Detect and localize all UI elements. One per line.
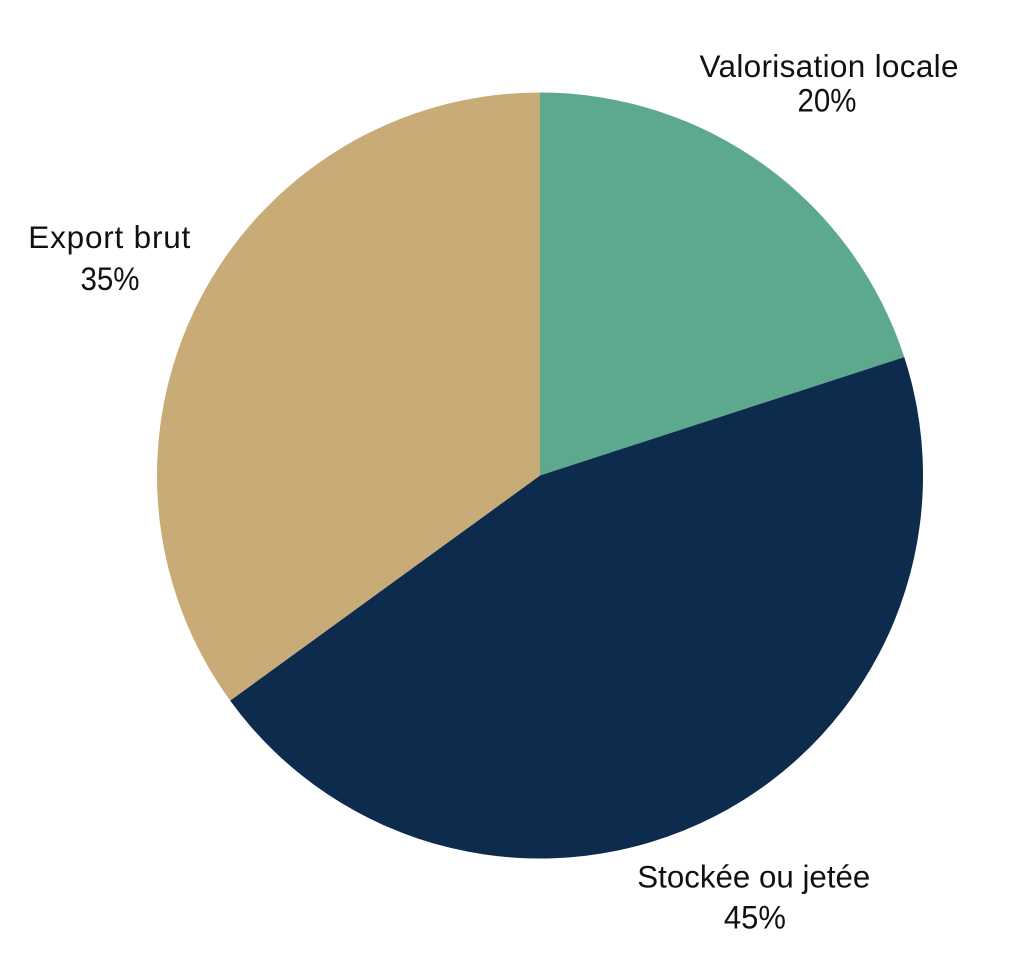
svg-text:Stockée ou jetée: Stockée ou jetée (637, 858, 870, 894)
svg-text:Valorisation locale: Valorisation locale (700, 48, 959, 84)
svg-text:Export brut: Export brut (28, 219, 190, 255)
svg-text:20%: 20% (798, 83, 857, 119)
svg-text:45%: 45% (724, 900, 786, 936)
svg-text:35%: 35% (81, 261, 140, 297)
